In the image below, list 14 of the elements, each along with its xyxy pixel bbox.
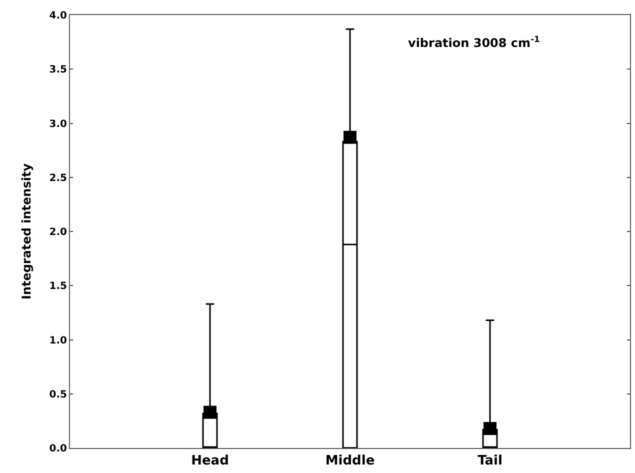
y-tick-label: 4.0 bbox=[49, 10, 68, 22]
y-tick-label: 3.0 bbox=[49, 118, 68, 130]
y-tick-label: 1.0 bbox=[49, 335, 68, 346]
y-tick-label: 0.0 bbox=[49, 444, 68, 454]
y-axis-title: Integrated intensity bbox=[20, 163, 34, 300]
y-tick-label: 0.5 bbox=[49, 389, 68, 400]
y-tick-label: 3.5 bbox=[49, 64, 68, 76]
annotation: vibration 3008 cm$^{-1}$ bbox=[408, 34, 540, 50]
y-tick-label: 1.5 bbox=[49, 281, 68, 292]
x-tick-label: Middle bbox=[325, 454, 375, 469]
y-tick-label: 2.0 bbox=[49, 227, 68, 238]
x-tick-label: Head bbox=[191, 454, 229, 469]
x-tick-label: Tail bbox=[478, 454, 502, 469]
y-tick-label: 2.5 bbox=[49, 172, 68, 184]
